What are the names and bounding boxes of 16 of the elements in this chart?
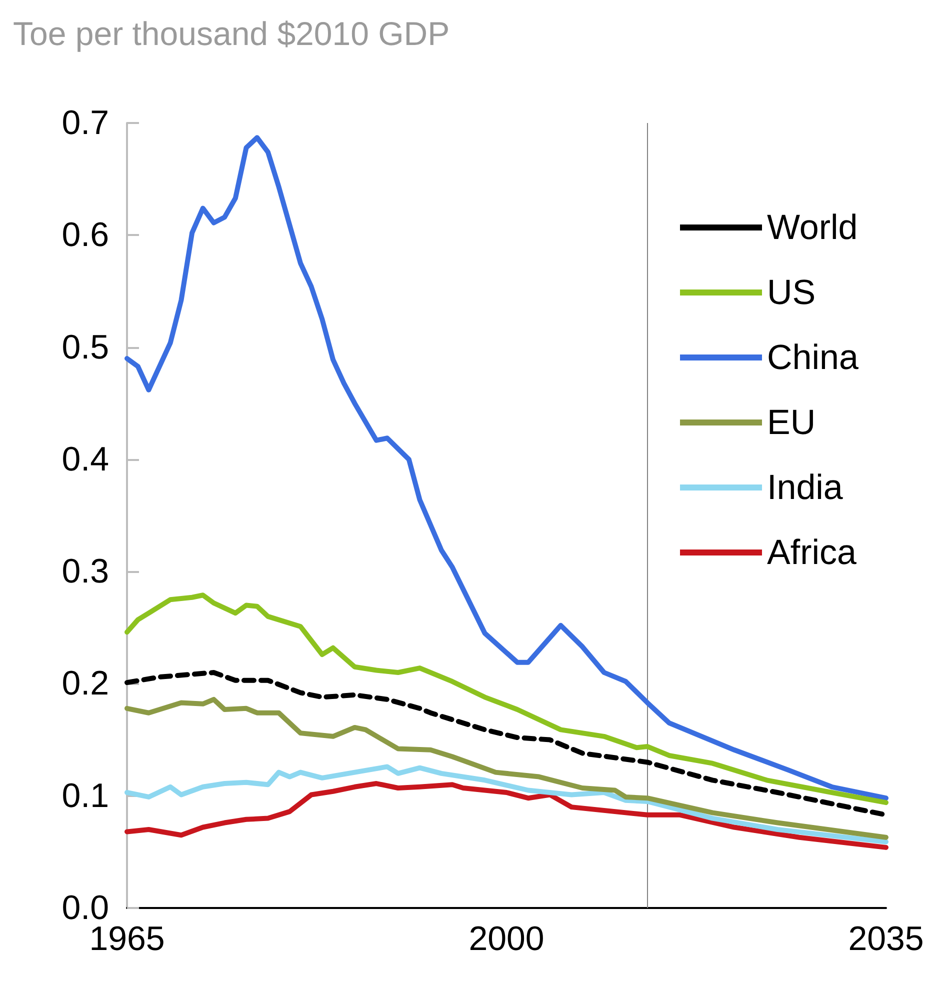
legend-label: US [767, 273, 816, 312]
chart-title: Toe per thousand $2010 GDP [13, 15, 450, 52]
y-tick-label: 0.4 [62, 440, 109, 478]
y-tick-label: 0.6 [62, 216, 109, 254]
y-tick-label: 0.1 [62, 776, 109, 815]
y-tick-label: 0.5 [62, 328, 109, 366]
y-tick-label: 0.3 [62, 552, 109, 591]
legend-label: World [767, 208, 858, 247]
legend-label: Africa [767, 533, 857, 572]
legend-label: China [767, 338, 859, 377]
y-tick-label: 0.7 [62, 104, 109, 142]
y-tick-label: 0.2 [62, 664, 109, 703]
legend-label: India [767, 468, 844, 507]
x-tick-label: 2000 [468, 920, 544, 958]
x-tick-label: 2035 [848, 920, 924, 958]
legend-label: EU [767, 403, 816, 442]
